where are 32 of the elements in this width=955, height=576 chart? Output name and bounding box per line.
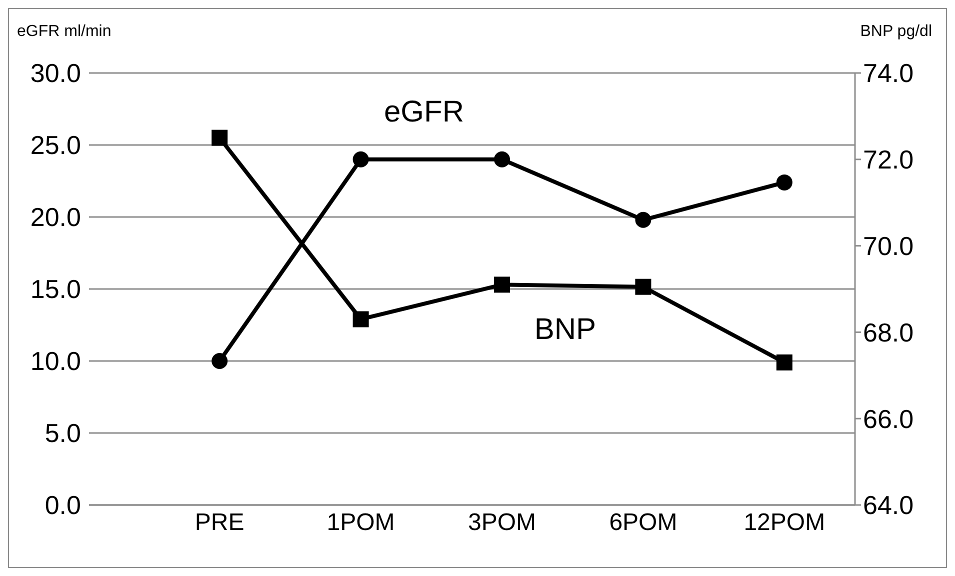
x-tick-label: 3POM [468, 509, 536, 536]
y-tick-label: 30.0 [30, 58, 81, 88]
point [212, 130, 228, 146]
point [212, 353, 228, 369]
point [776, 354, 792, 370]
y2-tick-label: 64.0 [863, 490, 914, 520]
y2-axis-title: BNP pg/dl [860, 23, 932, 41]
x-tick-label: 1POM [326, 509, 395, 536]
x-tick-label: PRE [194, 509, 244, 536]
y-tick-label: 5.0 [44, 418, 81, 448]
point [635, 278, 652, 295]
y2-tick-label: 72.0 [863, 144, 914, 175]
y2-tick-label: 66.0 [863, 404, 914, 434]
point [494, 276, 510, 293]
y-tick-label: 25.0 [30, 130, 81, 160]
y-tick-label: 10.0 [30, 346, 81, 376]
x-tick-label: 6POM [609, 509, 678, 536]
x-tick-label: 12POM [744, 509, 826, 536]
y-axis-title: eGFR ml/min [17, 23, 112, 41]
point [494, 151, 510, 168]
point [776, 174, 792, 190]
y2-tick-label: 70.0 [863, 231, 914, 262]
y2-tick-label: 74.0 [863, 58, 914, 88]
point [352, 151, 369, 168]
y-tick-label: 20.0 [30, 202, 81, 232]
point [635, 212, 652, 228]
y2-tick-label: 68.0 [863, 317, 914, 348]
point [352, 311, 369, 328]
series-label: eGFR [384, 95, 464, 128]
y-tick-label: 15.0 [30, 274, 81, 304]
series-label: BNP [534, 312, 596, 346]
y-tick-label: 0.0 [44, 490, 81, 520]
